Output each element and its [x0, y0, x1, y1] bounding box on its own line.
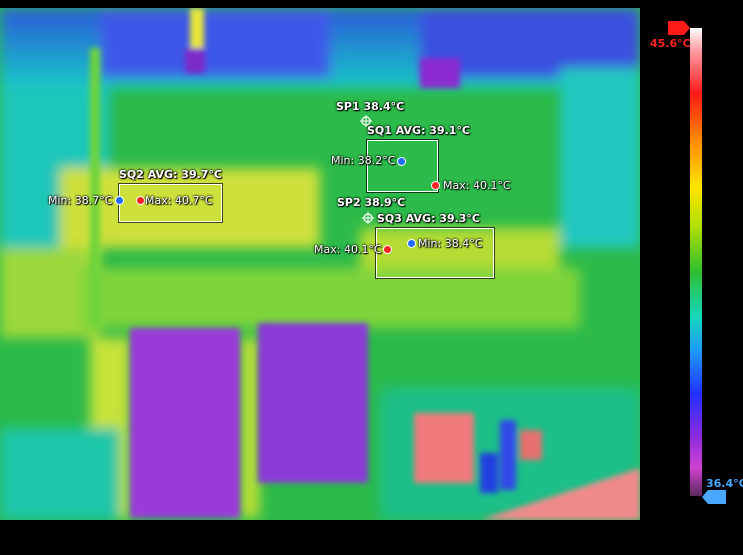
sq1-max-label: Max: 40.1°C — [443, 179, 511, 192]
min-marker-flag-icon[interactable] — [700, 489, 726, 505]
sq3-max-label: Max: 40.1°C — [314, 243, 382, 256]
color-scale-bar — [690, 28, 702, 496]
sq1-min-marker — [398, 158, 405, 165]
sq2-min-label: Min: 38.7°C — [48, 194, 113, 207]
sq1-max-marker — [432, 182, 439, 189]
sq3-max-marker — [384, 246, 391, 253]
sq1-box[interactable] — [367, 140, 438, 192]
sp1-crosshair-icon[interactable] — [360, 115, 372, 127]
thermal-image — [0, 8, 640, 520]
max-marker-flag-icon[interactable] — [668, 20, 692, 36]
sq2-max-marker — [137, 197, 144, 204]
sp1-label: SP1 38.4°C — [336, 100, 405, 113]
sp2-crosshair-icon[interactable] — [362, 212, 374, 224]
scale-min-label: 36.4°C — [706, 477, 743, 490]
sq3-box[interactable] — [376, 228, 494, 278]
sq2-min-marker — [116, 197, 123, 204]
sq3-min-label: Min: 38.4°C — [418, 237, 483, 250]
sq3-avg-label: SQ3 AVG: 39.3°C — [377, 212, 481, 225]
sq1-min-label: Min: 38.2°C — [331, 154, 396, 167]
thermal-scene — [0, 8, 640, 520]
sq2-max-label: Max: 40.7°C — [145, 194, 213, 207]
sp2-label: SP2 38.9°C — [337, 196, 406, 209]
sq2-avg-label: SQ2 AVG: 39.7°C — [119, 168, 223, 181]
sq3-min-marker — [408, 240, 415, 247]
scale-max-label: 45.6°C — [650, 37, 691, 50]
sq1-avg-label: SQ1 AVG: 39.1°C — [367, 124, 471, 137]
